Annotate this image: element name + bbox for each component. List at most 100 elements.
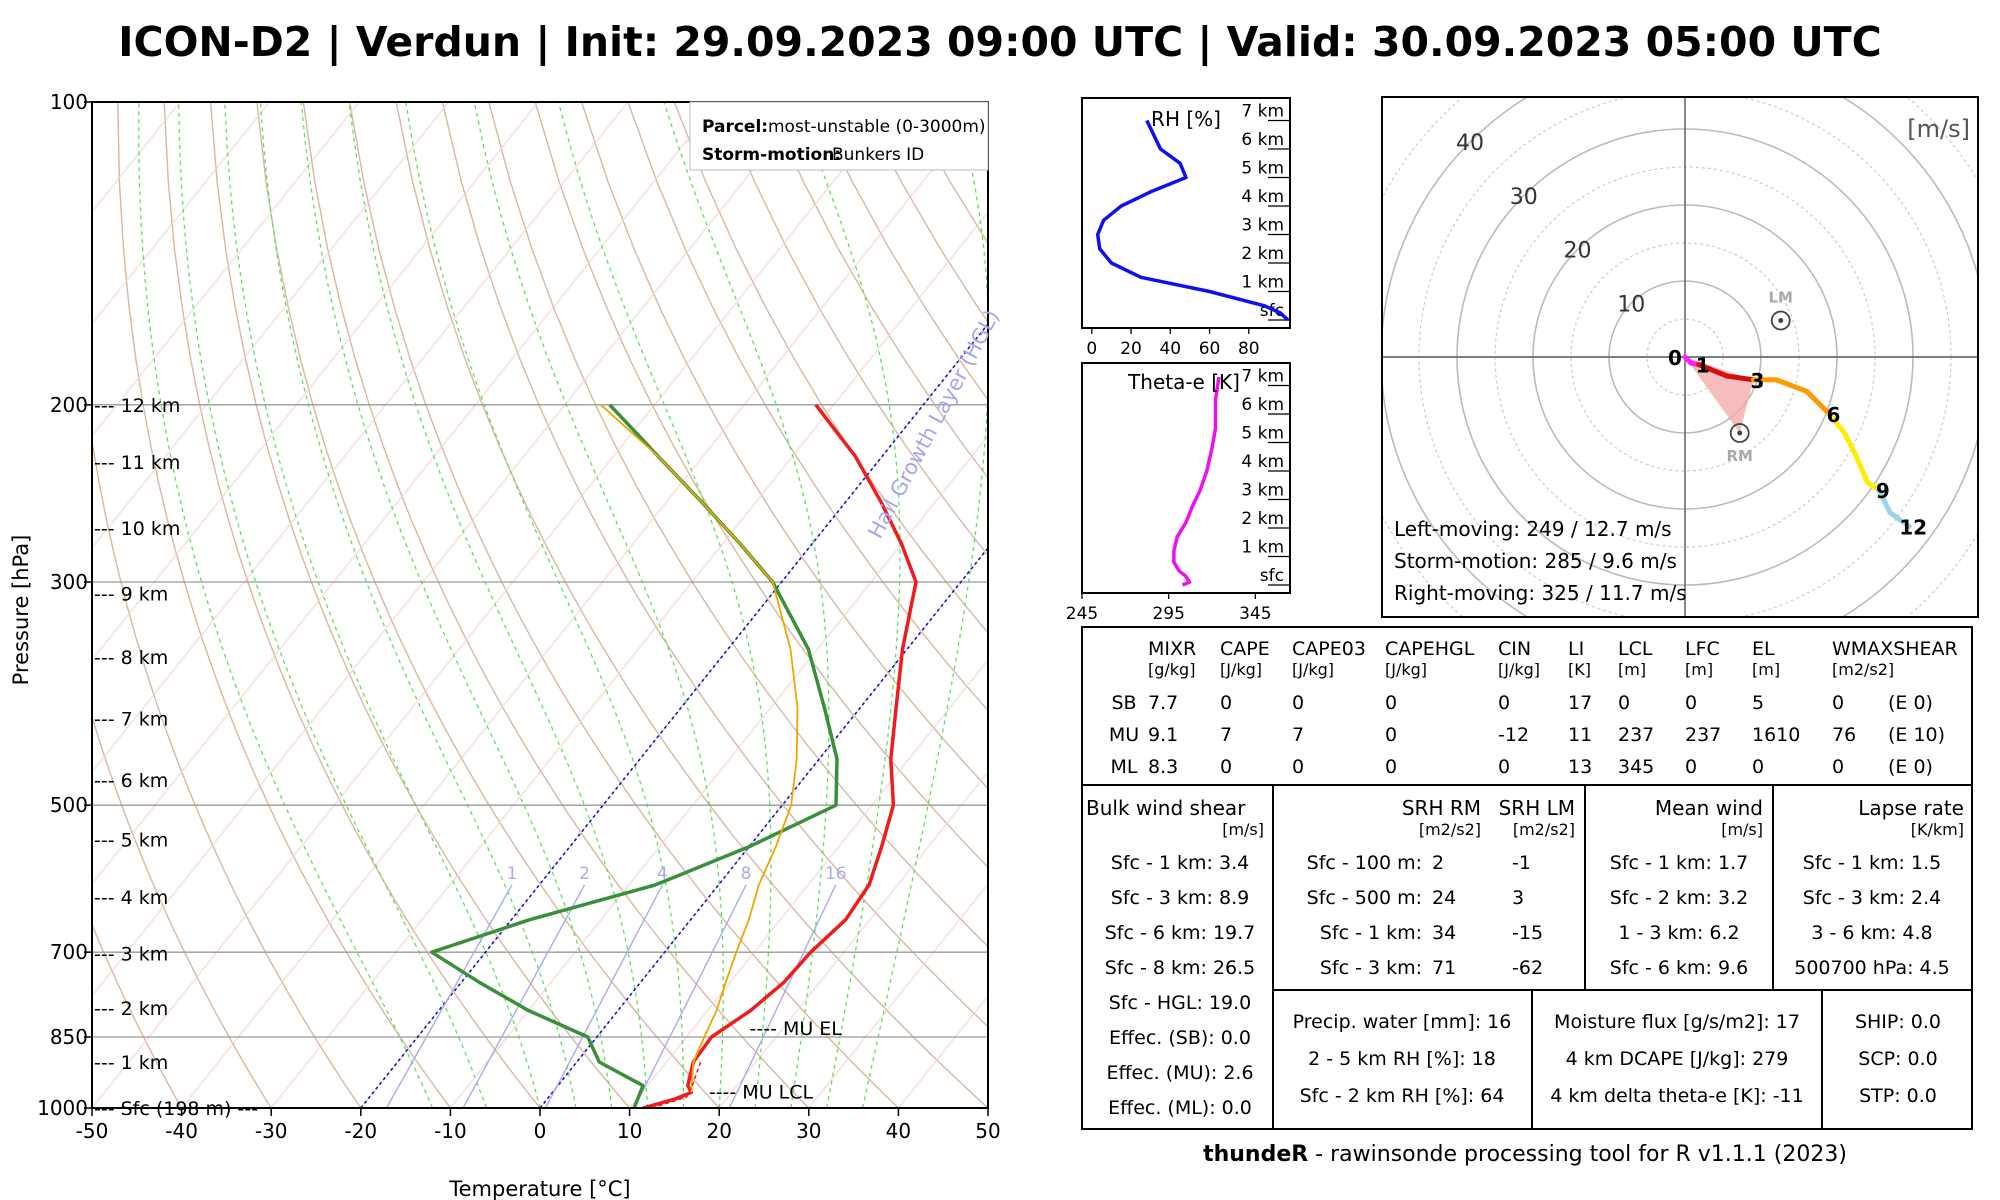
height-tick-label: 3 km <box>1241 481 1284 501</box>
parcel-cell: 76 <box>1832 724 1856 746</box>
tables-frame <box>1081 626 1973 1130</box>
parcel-unit: [g/kg] <box>1148 660 1195 679</box>
parcel-header: CAPE03 <box>1292 638 1366 660</box>
x-tick-label: 30 <box>796 1119 821 1143</box>
parameter-tables: MIXR[g/kg]CAPE[J/kg]CAPE03[J/kg]CAPEHGL[… <box>1081 626 1973 1130</box>
bulk-shear-row: Sfc - 8 km: 26.5 <box>1105 957 1256 979</box>
isotherm <box>450 435 988 1108</box>
parcel-cell: 237 <box>1685 724 1721 746</box>
moist-adiabat <box>178 102 487 1108</box>
hodo-ring-label: 20 <box>1564 239 1592 264</box>
y-tick-label: 500 <box>50 793 88 817</box>
bulk-shear-title: Bulk wind shear <box>1086 796 1246 820</box>
RH-curve <box>1095 119 1290 322</box>
parcel-cell: 0 <box>1685 756 1697 778</box>
mixing-ratio-label: 4 <box>657 864 668 884</box>
x-tick-label: 60 <box>1199 339 1221 359</box>
hodo-stat-right: Right-moving: 325 / 11.7 m/s <box>1394 581 1687 605</box>
parcel-header: CAPEHGL <box>1385 638 1475 660</box>
isotherm <box>181 102 987 1108</box>
y-tick-label: 300 <box>50 570 88 594</box>
dry-adiabat <box>488 102 988 948</box>
hodo-point-label: 3 <box>1750 369 1764 393</box>
footer: thundeR - rawinsonde processing tool for… <box>1075 1142 1975 1167</box>
hodo-segment <box>1826 411 1882 493</box>
x-tick-label: 0 <box>534 1119 547 1143</box>
hodo-point-label: 1 <box>1696 354 1710 378</box>
bulk-shear-row: Sfc - HGL: 19.0 <box>1109 992 1251 1014</box>
parcel-cell: 0 <box>1618 692 1630 714</box>
bulk-shear-units: [m/s] <box>1222 820 1264 839</box>
height-label: --- 4 km <box>94 887 168 909</box>
hodo-segment <box>1696 362 1756 383</box>
dewpoint-profile <box>429 403 839 1108</box>
parcel-cell: -12 <box>1498 724 1529 746</box>
srh-row-label: Sfc - 1 km: <box>1320 922 1422 944</box>
moisture-row: Precip. water [mm]: 16 <box>1293 1011 1512 1033</box>
x-tick-label: 0 <box>1086 339 1097 359</box>
parcel-row-name: ML <box>1111 756 1138 778</box>
rh-frame <box>1081 97 1291 329</box>
mu-el-label: ---- MU EL <box>750 1018 843 1040</box>
hodo-stat-storm: Storm-motion: 285 / 9.6 m/s <box>1394 549 1677 573</box>
footer-text: - rawinsonde processing tool for R v1.1.… <box>1308 1142 1847 1167</box>
x-tick-label: 40 <box>886 1119 911 1143</box>
height-label: --- Sfc (198 m) --- <box>94 1098 258 1120</box>
bulk-shear-row: Effec. (MU): 2.6 <box>1106 1062 1253 1084</box>
hodo-segment <box>1876 487 1912 529</box>
moist-adiabat <box>138 102 434 1108</box>
moist-adiabat <box>300 102 613 1108</box>
storm-marker-ring <box>1729 423 1750 443</box>
y-tick-label: 850 <box>50 1025 88 1049</box>
srh-lm-value: -15 <box>1512 922 1543 944</box>
x-tick-label: -10 <box>434 1119 467 1143</box>
moist-adiabat <box>557 102 772 1108</box>
x-tick-label: 345 <box>1239 604 1271 624</box>
hodo-segment <box>1750 377 1832 417</box>
y-tick-label: 1000 <box>37 1096 88 1120</box>
x-tick-label: -40 <box>165 1119 198 1143</box>
isotherm <box>987 1107 988 1108</box>
dry-adiabat <box>441 102 988 1028</box>
isotherm <box>629 659 988 1108</box>
storm-marker-dot <box>1778 318 1784 324</box>
mean-wind-units: [m/s] <box>1721 820 1763 839</box>
dry-adiabat <box>905 102 988 245</box>
hodo-ring-label: 30 <box>1510 185 1538 210</box>
height-tick-label: 6 km <box>1241 130 1284 150</box>
parcel-header: EL <box>1752 638 1775 660</box>
hodo-point-label: 12 <box>1899 515 1927 539</box>
skewt-legend: Parcel: most-unstable (0-3000m) Storm-mo… <box>689 101 989 171</box>
height-tick-label: 6 km <box>1241 395 1284 415</box>
x-tick-label: 20 <box>706 1119 731 1143</box>
parcel-cell: 1610 <box>1752 724 1800 746</box>
parcel-cell: 0 <box>1220 756 1232 778</box>
parcel-cell: 11 <box>1568 724 1592 746</box>
parcel-cell: 0 <box>1498 756 1510 778</box>
isotherm <box>718 771 988 1108</box>
flux-row: Moisture flux [g/s/m2]: 17 <box>1554 1011 1800 1033</box>
lapse-rate-row: Sfc - 1 km: 1.5 <box>1803 852 1941 874</box>
parcel-header: LI <box>1568 638 1584 660</box>
isotherm <box>0 102 1 1108</box>
height-tick-label: 7 km <box>1241 367 1284 387</box>
parcel-row-name: MU <box>1109 724 1139 746</box>
moist-adiabat <box>861 102 988 1108</box>
height-label: --- 9 km <box>94 583 168 605</box>
dry-adiabat <box>673 102 988 634</box>
isotherm <box>270 211 988 1108</box>
mixing-ratio-label: 2 <box>579 864 590 884</box>
lapse-rate-title: Lapse rate <box>1858 796 1964 820</box>
hodo-point-label: 6 <box>1826 403 1840 427</box>
height-label: --- 1 km <box>94 1052 168 1074</box>
footer-brand: thundeR <box>1203 1142 1309 1167</box>
storm-marker-label: LM <box>1769 289 1794 307</box>
height-label: --- 12 km <box>94 395 180 417</box>
srh-row-label: Sfc - 100 m: <box>1307 852 1422 874</box>
parcel-unit: [m] <box>1685 660 1713 679</box>
dry-adiabat <box>209 102 631 1108</box>
parcel-header: CAPE <box>1220 638 1270 660</box>
isotherm <box>92 102 718 885</box>
height-tick-label: 1 km <box>1241 538 1284 558</box>
